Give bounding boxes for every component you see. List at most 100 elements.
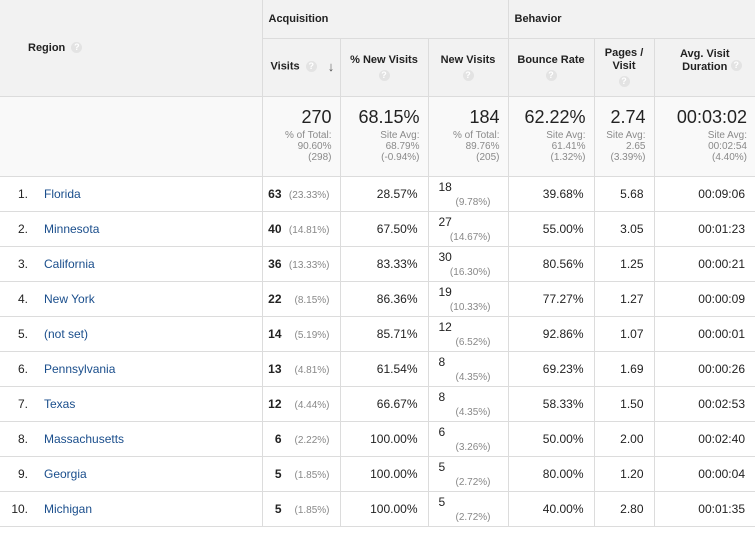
visits-value: 5 [274,466,282,481]
bounce-rate-cell: 58.33% [508,386,595,422]
new-visits-percent: (2.72%) [455,511,491,523]
region-help-icon[interactable]: ? [71,42,83,54]
bounce-rate-help-icon[interactable]: ? [545,69,557,81]
new-visits-value: 30 [438,249,452,264]
visits-help-icon[interactable]: ? [305,61,317,73]
visits-value: 40 [268,221,282,236]
pages-per-visit-column-header[interactable]: Pages / Visit ? [594,38,655,97]
visits-value: 12 [268,396,282,411]
new-visits-percent: (10.33%) [449,301,491,313]
avg-visit-duration-cell: 00:00:09 [654,281,755,317]
totals-duration: 00:03:02 Site Avg: 00:02:54 (4.40%) [654,96,755,177]
new-visits-cell: 18(9.78%) [428,176,509,212]
new-visits-value: 8 [438,354,446,369]
bounce-rate-cell: 55.00% [508,211,595,247]
visits-value: 13 [268,361,282,376]
new-visits-help-icon[interactable]: ? [462,69,474,81]
new-visits-percent: (4.35%) [455,406,491,418]
region-link[interactable]: Georgia [44,466,87,481]
pct-new-visits-cell: 85.71% [340,316,429,352]
new-visits-cell: 19 (10.33%) [428,281,509,317]
new-visits-cell: 6 (3.26%) [428,421,509,457]
totals-pages-caption: Site Avg: [606,129,646,141]
table-row: 1. Florida 63 (23.33%) 28.57% 18(9.78%) 39… [0,176,755,212]
row-rank: 10. [11,501,28,516]
totals-new-visits-value: 184 [469,106,500,127]
pct-new-visits-cell: 100.00% [340,421,429,457]
bounce-rate-column-header[interactable]: Bounce Rate ? [508,38,595,97]
avg-visit-duration-column-header[interactable]: Avg. Visit Duration ? [654,38,755,97]
pct-new-visits-column-header[interactable]: % New Visits ? [340,38,429,97]
visits-percent: (13.33%) [288,259,330,271]
new-visits-percent: (16.30%) [449,266,491,278]
totals-visits-total: (298) [308,151,332,163]
region-cell: 10. Michigan [0,491,263,527]
region-link[interactable]: New York [44,291,95,306]
new-visits-value: 8 [438,389,446,404]
avg-visit-duration-cell: 00:01:35 [654,491,755,527]
table-row: 5. (not set) 14 (5.19%) 85.71% 12(6.52%) 9… [0,316,755,352]
visits-cell: 13 (4.81%) [262,351,341,387]
table-row: 7. Texas 12 (4.44%) 66.67% 8 (4.35%) 58.33%… [0,386,755,422]
visits-percent: (4.44%) [294,399,330,411]
region-cell: 6. Pennsylvania [0,351,263,387]
new-visits-percent: (6.52%) [455,336,491,348]
new-visits-column-header[interactable]: New Visits ? [428,38,509,97]
visits-value: 63 [268,186,282,201]
visits-cell: 40 (14.81%) [262,211,341,247]
acquisition-group-header: Acquisition [262,0,509,39]
pages-per-visit-cell: 1.50 [594,386,655,422]
bounce-rate-cell: 40.00% [508,491,595,527]
visits-percent: (5.19%) [294,329,330,341]
totals-pages: 2.74 Site Avg: 2.65 (3.39%) [594,96,655,177]
region-cell: 7. Texas [0,386,263,422]
totals-visits-caption: % of Total: [284,129,332,141]
region-link[interactable]: Florida [44,186,81,201]
region-link[interactable]: Pennsylvania [44,361,116,376]
visits-column-header[interactable]: Visits ? ↓ [262,38,341,97]
bounce-rate-cell: 77.27% [508,281,595,317]
table-row: 8. Massachusetts 6 (2.22%) 100.00% 6 (3.26%… [0,421,755,457]
new-visits-cell: 8 (4.35%) [428,386,509,422]
region-link[interactable]: Massachusetts [44,431,125,446]
region-link[interactable]: Michigan [44,501,93,516]
avg-visit-duration-cell: 00:02:40 [654,421,755,457]
region-cell: 1. Florida [0,176,263,212]
region-cell: 8. Massachusetts [0,421,263,457]
new-visits-percent: (3.26%) [455,441,491,453]
pages-per-visit-help-icon[interactable]: ? [618,76,630,87]
region-link[interactable]: Texas [44,396,76,411]
new-visits-value: 5 [438,459,446,474]
visits-percent: (4.81%) [294,364,330,376]
row-rank: 3. [17,256,28,271]
bounce-rate-cell: 80.00% [508,456,595,492]
visits-percent: (2.22%) [294,434,330,446]
region-column-header[interactable]: Region ? [0,0,263,97]
pct-new-visits-header-label: % New Visits [350,53,418,66]
region-link[interactable]: Minnesota [44,221,100,236]
region-link[interactable]: California [44,256,95,271]
row-rank: 2. [17,221,28,236]
visits-percent: (1.85%) [294,469,330,481]
totals-duration-avg: 00:02:54 [708,140,747,152]
pages-per-visit-cell: 1.25 [594,246,655,282]
table-row: 4. New York 22 (8.15%) 86.36% 19 (10.33%) 7… [0,281,755,317]
totals-new-visits-caption: % of Total: [452,129,500,141]
new-visits-percent: (14.67%) [449,231,491,243]
pct-new-visits-help-icon[interactable]: ? [378,69,390,81]
avg-visit-duration-help-icon[interactable]: ? [730,60,742,72]
visits-percent: (8.15%) [294,294,330,306]
region-link[interactable]: (not set) [44,326,89,341]
pct-new-visits-cell: 100.00% [340,456,429,492]
totals-bounce-caption: Site Avg: [546,129,586,141]
new-visits-cell: 5 (2.72%) [428,491,509,527]
visits-cell: 5 (1.85%) [262,456,341,492]
bounce-rate-cell: 69.23% [508,351,595,387]
bounce-rate-cell: 80.56% [508,246,595,282]
sort-descending-icon[interactable]: ↓ [327,59,335,75]
new-visits-value: 19 [438,284,452,299]
new-visits-cell: 5 (2.72%) [428,456,509,492]
pct-new-visits-cell: 100.00% [340,491,429,527]
avg-visit-duration-cell: 00:00:01 [654,316,755,352]
